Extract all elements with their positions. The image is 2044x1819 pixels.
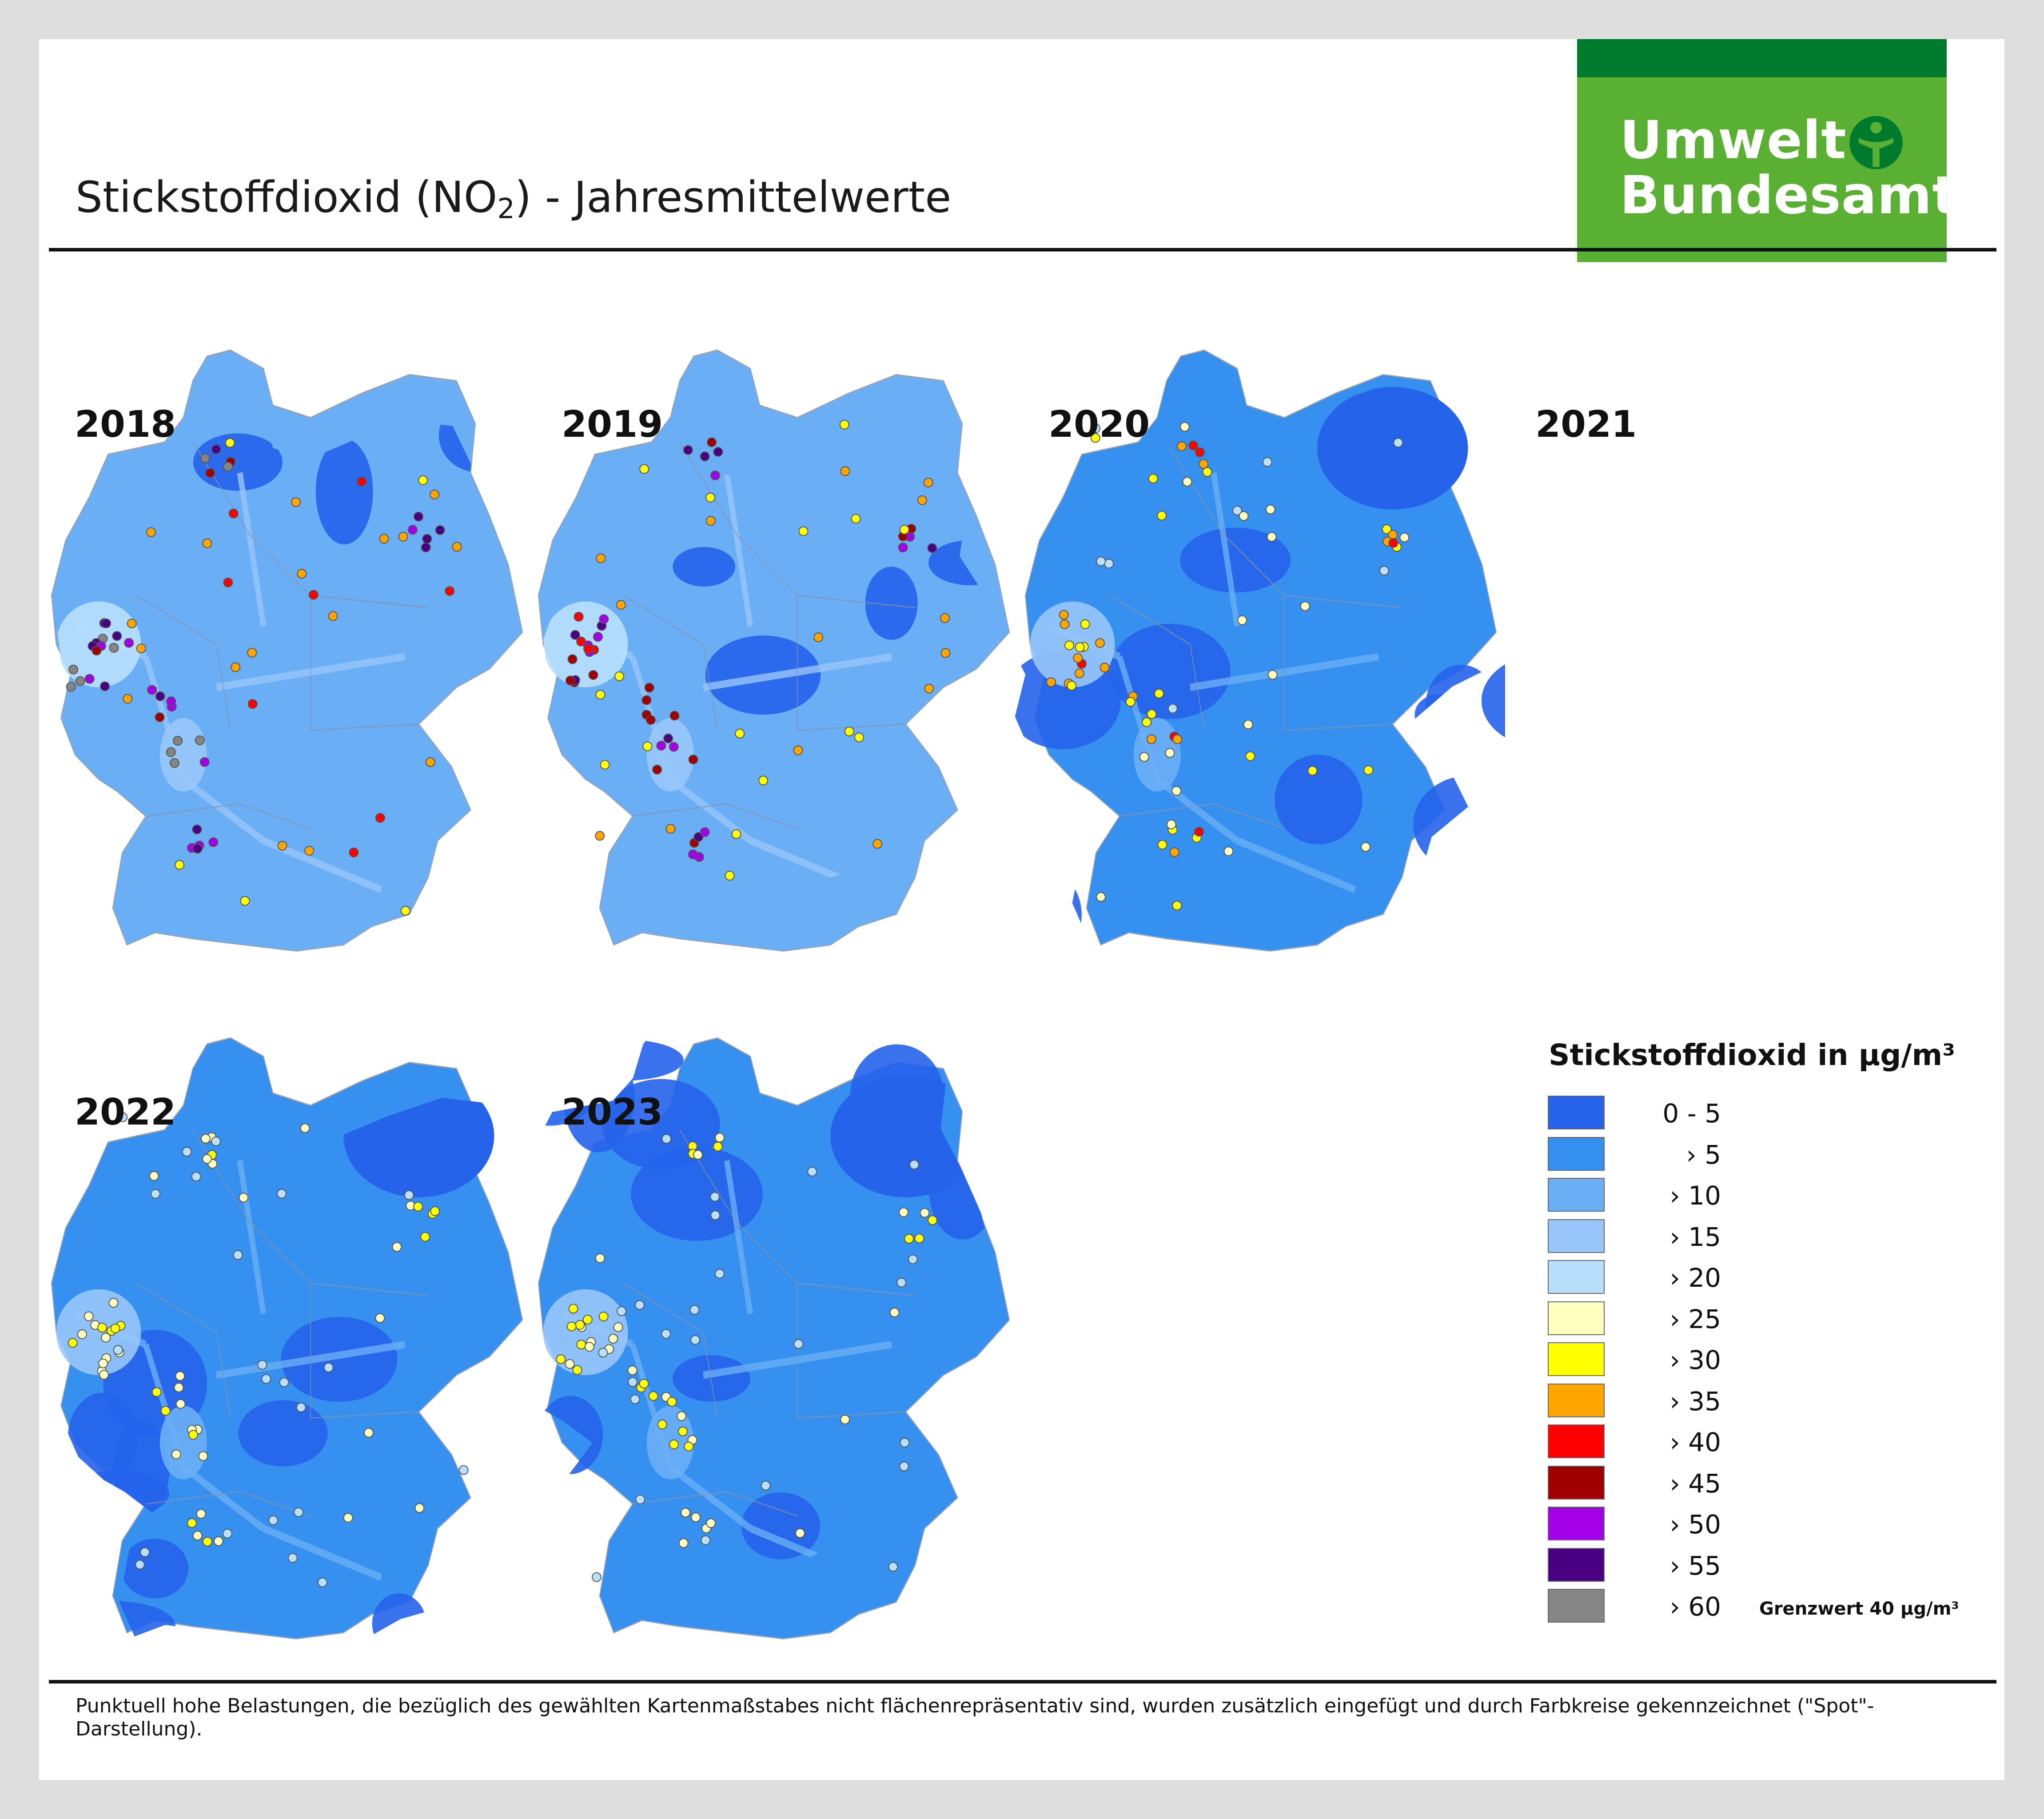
- legend-row: › 20: [1548, 1260, 1725, 1294]
- legend-row: › 5: [1548, 1137, 1725, 1171]
- footnote: Punktuell hohe Belastungen, die bezüglic…: [76, 1695, 1874, 1740]
- legend-swatch: [1548, 1589, 1605, 1623]
- legend-label: › 45: [1669, 1468, 1721, 1499]
- logo-word-umwelt: Umwelt: [1620, 109, 1847, 171]
- legend-row: › 50: [1548, 1507, 1725, 1540]
- legend-row: › 15: [1548, 1219, 1725, 1253]
- legend-row: › 10: [1548, 1178, 1725, 1212]
- poster-card: Umwelt Bundesamt Stickstoffdioxid (NO2) …: [39, 39, 2004, 1780]
- legend-swatch: [1548, 1383, 1605, 1417]
- station-dots-2019: [565, 419, 951, 881]
- year-label: 2018: [75, 403, 176, 446]
- legend-swatch: [1548, 1301, 1605, 1335]
- year-label: 2021: [1535, 403, 1637, 446]
- legend-label: 0 - 5: [1662, 1098, 1721, 1129]
- legend-row: 0 - 5: [1548, 1096, 1725, 1129]
- map-panels: [51, 349, 1505, 1643]
- legend-row: › 45: [1548, 1465, 1725, 1500]
- legend-row: › 25: [1548, 1301, 1725, 1335]
- page-title: Stickstoffdioxid (NO2) - Jahresmittelwer…: [76, 172, 951, 225]
- legend-row: › 40: [1548, 1424, 1725, 1458]
- logo-top-bar: [1577, 39, 1947, 77]
- logo-word-bundesamt: Bundesamt: [1620, 164, 1958, 226]
- legend-label: › 35: [1669, 1386, 1721, 1416]
- legend-label: › 25: [1669, 1304, 1721, 1334]
- station-dots-2020: [1046, 422, 1410, 911]
- header-rule: [49, 248, 1996, 251]
- legend-swatch: [1548, 1219, 1605, 1253]
- legend-row: › 60: [1548, 1589, 1725, 1623]
- legend-row: › 35: [1548, 1383, 1725, 1417]
- legend-swatch: [1548, 1465, 1605, 1500]
- station-dots-2018: [66, 438, 462, 916]
- legend-label: › 50: [1669, 1509, 1721, 1540]
- legend-label: › 55: [1669, 1550, 1721, 1581]
- legend-swatch: [1548, 1137, 1605, 1171]
- legend-swatch: [1548, 1260, 1605, 1294]
- human-figure-in-circle-icon: [1849, 116, 1903, 169]
- legend-swatch: [1548, 1342, 1605, 1376]
- footer-rule: [49, 1680, 1996, 1683]
- legend-label: › 5: [1686, 1139, 1721, 1170]
- title-end: ) - Jahresmittelwerte: [514, 172, 952, 222]
- legend-swatch: [1548, 1424, 1605, 1458]
- title-subscript: 2: [497, 192, 515, 225]
- year-label: 2019: [562, 403, 663, 446]
- year-label: 2020: [1048, 403, 1150, 446]
- limit-note: Grenzwert 40 µg/m³: [1759, 1599, 1959, 1619]
- legend-title: Stickstoffdioxid in µg/m³: [1549, 1038, 1956, 1072]
- legend-label: › 15: [1669, 1221, 1721, 1252]
- legend-label: › 20: [1669, 1263, 1721, 1293]
- legend-label: › 10: [1669, 1181, 1721, 1211]
- title-main: Stickstoffdioxid (NO: [76, 172, 498, 222]
- legend-swatch: [1548, 1507, 1605, 1540]
- legend-swatch: [1548, 1548, 1605, 1582]
- legend-label: › 30: [1669, 1345, 1721, 1375]
- legend-row: › 55: [1548, 1548, 1725, 1582]
- year-label: 2023: [562, 1091, 663, 1133]
- germany-map-2022: [51, 1037, 564, 1643]
- year-label: 2022: [75, 1091, 176, 1133]
- station-dots-2022: [68, 1112, 469, 1588]
- legend-label: › 60: [1669, 1592, 1721, 1622]
- legend-swatch: [1548, 1096, 1605, 1129]
- legend-swatch: [1548, 1178, 1605, 1212]
- umweltbundesamt-logo: Umwelt Bundesamt: [1577, 77, 1957, 262]
- legend-label: › 40: [1669, 1427, 1721, 1457]
- legend-row: › 30: [1548, 1342, 1725, 1376]
- station-dots-2023: [556, 1133, 938, 1582]
